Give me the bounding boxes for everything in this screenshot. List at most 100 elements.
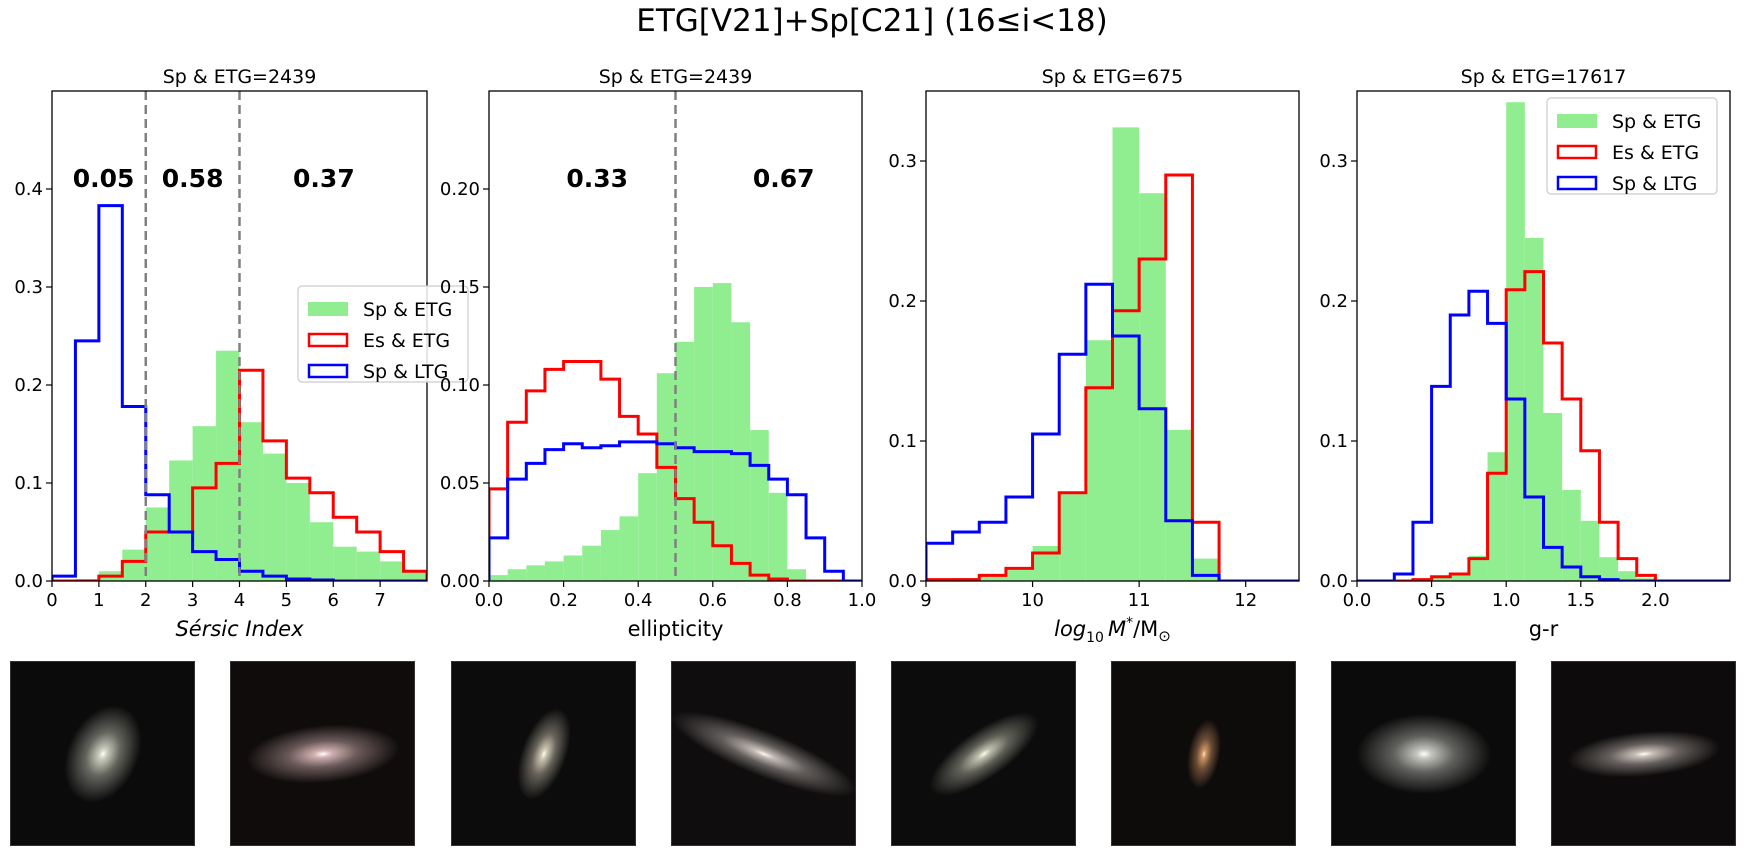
galaxy-thumbnail-5 xyxy=(891,661,1076,846)
x-tick-label: 0 xyxy=(46,590,57,611)
legend-swatch-filled xyxy=(308,302,348,316)
bar-sp-etg xyxy=(262,453,287,581)
bar-sp-etg xyxy=(1005,569,1033,581)
galaxy-body xyxy=(1567,730,1721,778)
x-tick-label: 3 xyxy=(187,590,198,611)
bar-sp-etg xyxy=(356,551,381,581)
bar-sp-etg xyxy=(192,426,217,581)
galaxy-body xyxy=(64,705,142,803)
step-es-etg xyxy=(489,359,862,581)
bar-sp-etg xyxy=(1112,127,1140,581)
galaxy-thumbnail-3 xyxy=(451,661,636,846)
y-tick-label: 0.05 xyxy=(440,473,480,494)
y-tick-label: 0.2 xyxy=(888,291,917,312)
chart-panel-1: Sp & ETG=2439 0 1 2 3 4 5 6 7 0.0 0.1 0.2 0.3 0.4 Sérs… xyxy=(14,66,469,641)
x-tick-label: 1.0 xyxy=(848,590,877,611)
step-sp-ltg xyxy=(926,282,1299,581)
bar-sp-etg xyxy=(1431,576,1451,581)
chart-panel-3: Sp & ETG=675 9 10 11 12 0.0 0.1 0.2 0.3 log10 M*/M… xyxy=(888,66,1300,646)
x-tick-label: 1 xyxy=(93,590,104,611)
bar-sp-etg xyxy=(286,483,310,581)
bar-sp-etg xyxy=(1524,238,1544,581)
y-tick-label: 0.0 xyxy=(888,571,917,592)
galaxy-image xyxy=(892,662,1075,845)
bar-sp-etg xyxy=(563,555,583,581)
fraction-annotation: 0.05 xyxy=(73,164,135,193)
galaxy-image xyxy=(452,662,635,845)
galaxy-thumbnail-1 xyxy=(10,661,195,846)
step-sp-ltg xyxy=(52,204,427,581)
x-tick-label: 0.0 xyxy=(475,590,504,611)
legend-swatch-step xyxy=(1556,144,1598,160)
chart-panel-2: Sp & ETG=2439 0.0 0.2 0.4 0.6 0.8 1.0 0.00 0.05 0… xyxy=(440,66,876,641)
x-tick-label: 12 xyxy=(1234,590,1257,611)
bar-sp-etg xyxy=(750,430,769,581)
bar-sp-etg xyxy=(1487,452,1507,581)
bar-sp-etg xyxy=(731,322,751,581)
fraction-annotation: 0.58 xyxy=(162,164,224,193)
axes-frame xyxy=(1356,90,1731,582)
bar-sp-etg xyxy=(1450,572,1469,581)
bar-sp-etg xyxy=(169,460,193,581)
galaxy-image xyxy=(1112,662,1295,845)
y-tick-label: 0.0 xyxy=(1319,571,1348,592)
galaxy-body xyxy=(1187,719,1221,789)
legend-label: Es & ETG xyxy=(1612,142,1699,164)
axes-frame xyxy=(925,90,1300,582)
bar-sp-etg xyxy=(1562,490,1581,581)
x-tick-label: 7 xyxy=(374,590,385,611)
bar-sp-etg xyxy=(122,549,146,581)
galaxy-image xyxy=(231,662,414,845)
bar-sp-etg xyxy=(544,561,564,581)
x-tick-label: 11 xyxy=(1128,590,1151,611)
bar-sp-etg xyxy=(787,569,807,581)
bar-sp-etg xyxy=(145,507,170,581)
y-tick-label: 0.3 xyxy=(14,277,43,298)
bar-sp-etg xyxy=(216,350,240,581)
bar-sp-etg xyxy=(489,575,508,581)
plot-area xyxy=(926,127,1299,581)
step-es-etg xyxy=(1357,270,1730,581)
x-tick-label: 10 xyxy=(1021,590,1044,611)
legend-label: Sp & ETG xyxy=(363,299,452,321)
bar-sp-etg xyxy=(979,575,1006,581)
bar-sp-etg xyxy=(656,373,676,581)
y-tick-label: 0.10 xyxy=(440,375,480,396)
y-tick-label: 0.3 xyxy=(888,151,917,172)
x-tick-label: 0.5 xyxy=(1417,590,1446,611)
x-tick-label: 2.0 xyxy=(1641,590,1670,611)
x-tick-label: 0.8 xyxy=(773,590,802,611)
x-tick-label: 0.4 xyxy=(624,590,653,611)
panel-title: Sp & ETG=2439 xyxy=(599,66,753,88)
bar-sp-etg xyxy=(239,422,263,581)
plot-area xyxy=(52,91,427,581)
bar-sp-etg xyxy=(526,565,545,581)
bar-sp-etg xyxy=(507,569,527,581)
bar-sp-etg xyxy=(582,545,601,581)
x-tick-label: 5 xyxy=(281,590,292,611)
x-axis-label: log10 M*/M⊙ xyxy=(1054,615,1171,646)
x-tick-label: 1.0 xyxy=(1492,590,1521,611)
bar-sp-etg xyxy=(1580,520,1600,581)
figure-title: ETG[V21]+Sp[C21] (16≤i<18) xyxy=(636,3,1108,39)
y-tick-label: 0.0 xyxy=(14,571,43,592)
bar-sp-etg xyxy=(1192,558,1220,581)
x-tick-label: 6 xyxy=(328,590,339,611)
plot-area xyxy=(1357,102,1730,581)
bar-sp-etg xyxy=(1468,555,1488,581)
axes-frame xyxy=(488,90,863,582)
x-tick-label: 0.2 xyxy=(549,590,578,611)
step-es-etg xyxy=(926,173,1299,581)
x-axis-label: ellipticity xyxy=(628,617,724,641)
y-tick-label: 0.1 xyxy=(888,431,917,452)
y-tick-label: 0.20 xyxy=(440,179,480,200)
bar-sp-etg xyxy=(403,571,427,581)
galaxy-body xyxy=(517,708,571,800)
bar-sp-etg xyxy=(1618,571,1637,581)
x-axis-label: g-r xyxy=(1529,617,1559,641)
bar-sp-etg xyxy=(1139,193,1166,581)
bar-sp-etg xyxy=(1506,102,1525,581)
legend-label: Sp & LTG xyxy=(1612,173,1697,195)
fraction-annotation: 0.33 xyxy=(566,164,628,193)
